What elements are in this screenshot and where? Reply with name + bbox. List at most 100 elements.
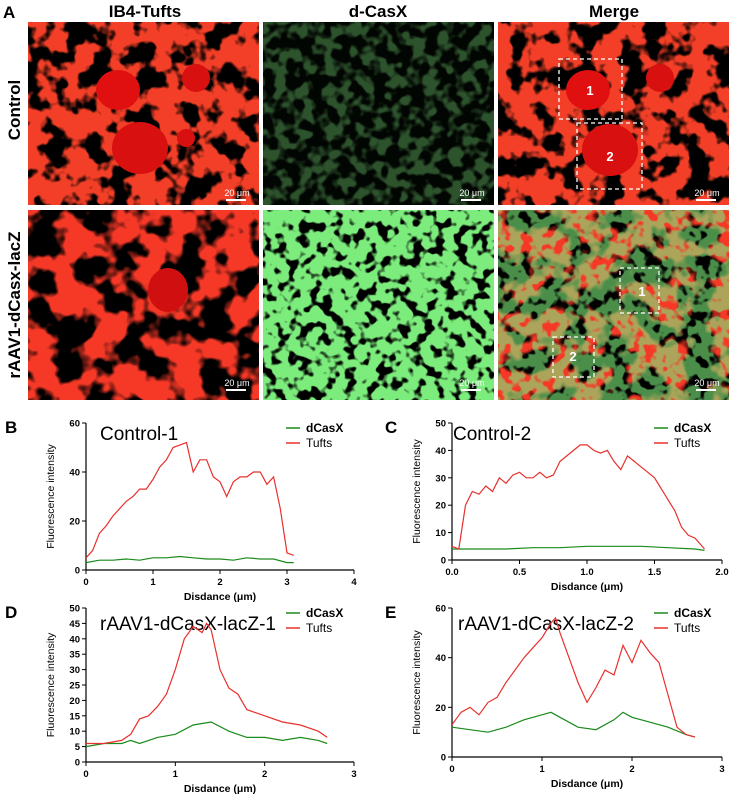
series-line-dcasx bbox=[451, 711, 696, 738]
scale-bar-label: 20 μm bbox=[459, 188, 484, 198]
series-line-tufts bbox=[451, 616, 696, 738]
y-tick-label: 20 bbox=[435, 501, 446, 512]
scale-bar-label: 20 μm bbox=[694, 378, 719, 388]
y-tick-label: 15 bbox=[69, 711, 80, 722]
scale-bar-label: 20 μm bbox=[224, 378, 249, 388]
x-tick-label: 0.0 bbox=[445, 567, 458, 578]
roi-label-1-raav: 1 bbox=[638, 284, 645, 299]
roi-label-1: 1 bbox=[586, 83, 593, 98]
series-line-dcasx bbox=[85, 721, 328, 748]
series-line-dcasx bbox=[85, 555, 294, 564]
image-raav-ib4 bbox=[28, 210, 259, 400]
y-tick-label: 0 bbox=[75, 566, 80, 577]
roi-box-2 bbox=[576, 122, 643, 190]
x-tick-label: 0 bbox=[449, 764, 454, 775]
x-tick-label: 1.0 bbox=[580, 567, 593, 578]
legend-label: dCasX bbox=[306, 606, 343, 620]
x-axis-label: Disdance (μm) bbox=[551, 778, 623, 790]
panel-letter-e: E bbox=[385, 603, 396, 622]
x-tick-label: 2 bbox=[217, 577, 222, 588]
y-tick-label: 30 bbox=[435, 473, 446, 484]
chart-title: Control-1 bbox=[100, 424, 178, 445]
x-tick-label: 0.5 bbox=[513, 567, 527, 578]
series-line-tufts bbox=[86, 622, 328, 745]
y-tick-label: 40 bbox=[69, 634, 80, 645]
y-tick-label: 20 bbox=[435, 703, 446, 714]
image-control-merge: 1 2 bbox=[498, 22, 729, 205]
y-tick-label: 60 bbox=[435, 604, 446, 615]
chart-1: 0 20 40 60 0 1 2 3 4 Disdance (μm) Fluorescence in… bbox=[45, 419, 357, 604]
series-line-dcasx bbox=[452, 545, 705, 551]
x-tick-label: 1 bbox=[539, 764, 545, 775]
x-axis-label: Disdance (μm) bbox=[184, 783, 256, 795]
roi-box-1 bbox=[558, 58, 623, 120]
x-axis-label: Disdance (μm) bbox=[551, 581, 623, 593]
scale-bar-label: 20 μm bbox=[224, 188, 249, 198]
y-tick-label: 45 bbox=[69, 619, 80, 630]
y-tick-label: 0 bbox=[441, 556, 446, 567]
scale-bars: 20 μm 20 μm 20 μm 20 μm 20 μm 20 μm bbox=[224, 188, 720, 391]
legend-label: dCasX bbox=[306, 421, 343, 435]
y-tick-label: 50 bbox=[69, 604, 80, 615]
panel-letter-a: A bbox=[3, 3, 15, 22]
legend-label: Tufts bbox=[306, 621, 332, 635]
x-tick-label: 1 bbox=[150, 577, 156, 588]
y-tick-label: 20 bbox=[69, 517, 80, 528]
y-tick-label: 40 bbox=[435, 653, 446, 664]
chart-2: 0 10 20 30 40 50 0.0 0.5 1.0 1.5 2.0 Disdance (μm) F… bbox=[411, 419, 729, 594]
y-axis-label: Fluorescence intensity bbox=[45, 632, 57, 737]
legend-label: dCasX bbox=[674, 606, 711, 620]
x-tick-label: 1 bbox=[173, 769, 179, 780]
legend-label: dCasX bbox=[674, 421, 711, 435]
chart-title: Control-2 bbox=[453, 424, 531, 445]
roi-label-2: 2 bbox=[606, 149, 613, 164]
roi-label-2-raav: 2 bbox=[569, 349, 576, 364]
x-tick-label: 4 bbox=[351, 577, 357, 588]
legend-label: Tufts bbox=[674, 436, 700, 450]
image-control-dcasx bbox=[263, 22, 494, 205]
roi-box-2-raav bbox=[552, 336, 595, 378]
y-tick-label: 25 bbox=[69, 681, 80, 692]
x-tick-label: 2.0 bbox=[715, 567, 728, 578]
y-tick-label: 40 bbox=[69, 468, 80, 479]
scale-bar-label: 20 μm bbox=[459, 378, 484, 388]
image-raav-merge: 1 2 bbox=[498, 210, 729, 400]
legend-label: Tufts bbox=[674, 621, 700, 635]
panel-letter-b: B bbox=[5, 418, 17, 437]
scale-bar-label: 20 μm bbox=[694, 188, 719, 198]
y-tick-label: 0 bbox=[75, 758, 80, 769]
y-tick-label: 10 bbox=[69, 727, 80, 738]
y-tick-label: 10 bbox=[435, 528, 446, 539]
x-tick-label: 2 bbox=[629, 764, 634, 775]
chart-title: rAAV1-dCasX-lacZ-1 bbox=[100, 614, 276, 635]
column-title-merge: Merge bbox=[589, 2, 639, 21]
x-tick-label: 3 bbox=[719, 764, 724, 775]
x-axis-label: Disdance (μm) bbox=[184, 591, 256, 603]
y-tick-label: 5 bbox=[75, 742, 81, 753]
y-tick-label: 0 bbox=[441, 753, 446, 764]
image-control-ib4 bbox=[28, 22, 259, 205]
y-tick-label: 40 bbox=[435, 446, 446, 457]
image-raav-dcasx bbox=[263, 210, 494, 400]
chart-4: 0 20 40 60 0 1 2 3 Disdance (μm) Fluorescence int… bbox=[411, 604, 725, 791]
y-axis-label: Fluorescence intensity bbox=[411, 439, 423, 544]
x-tick-label: 0 bbox=[83, 769, 88, 780]
series-line-tufts bbox=[451, 444, 705, 550]
column-title-ib4-tufts: IB4-Tufts bbox=[109, 2, 181, 21]
x-tick-label: 0 bbox=[83, 577, 88, 588]
y-tick-label: 50 bbox=[435, 419, 446, 430]
column-title-d-casx: d-CasX bbox=[349, 2, 408, 21]
legend-label: Tufts bbox=[306, 436, 332, 450]
panel-letter-c: C bbox=[385, 418, 397, 437]
row-title-control: Control bbox=[5, 80, 24, 140]
chart-title: rAAV1-dCasX-lacZ-2 bbox=[458, 614, 634, 635]
chart-3: 0 5 10 15 20 25 30 35 40 45 50 0 1 2 3 Disdance (μm) Flu… bbox=[45, 604, 357, 795]
y-tick-label: 35 bbox=[69, 650, 80, 661]
series-line-tufts bbox=[85, 441, 294, 559]
y-tick-label: 30 bbox=[69, 665, 80, 676]
x-tick-label: 2 bbox=[262, 769, 267, 780]
y-tick-label: 20 bbox=[69, 696, 80, 707]
panel-letter-d: D bbox=[5, 603, 17, 622]
